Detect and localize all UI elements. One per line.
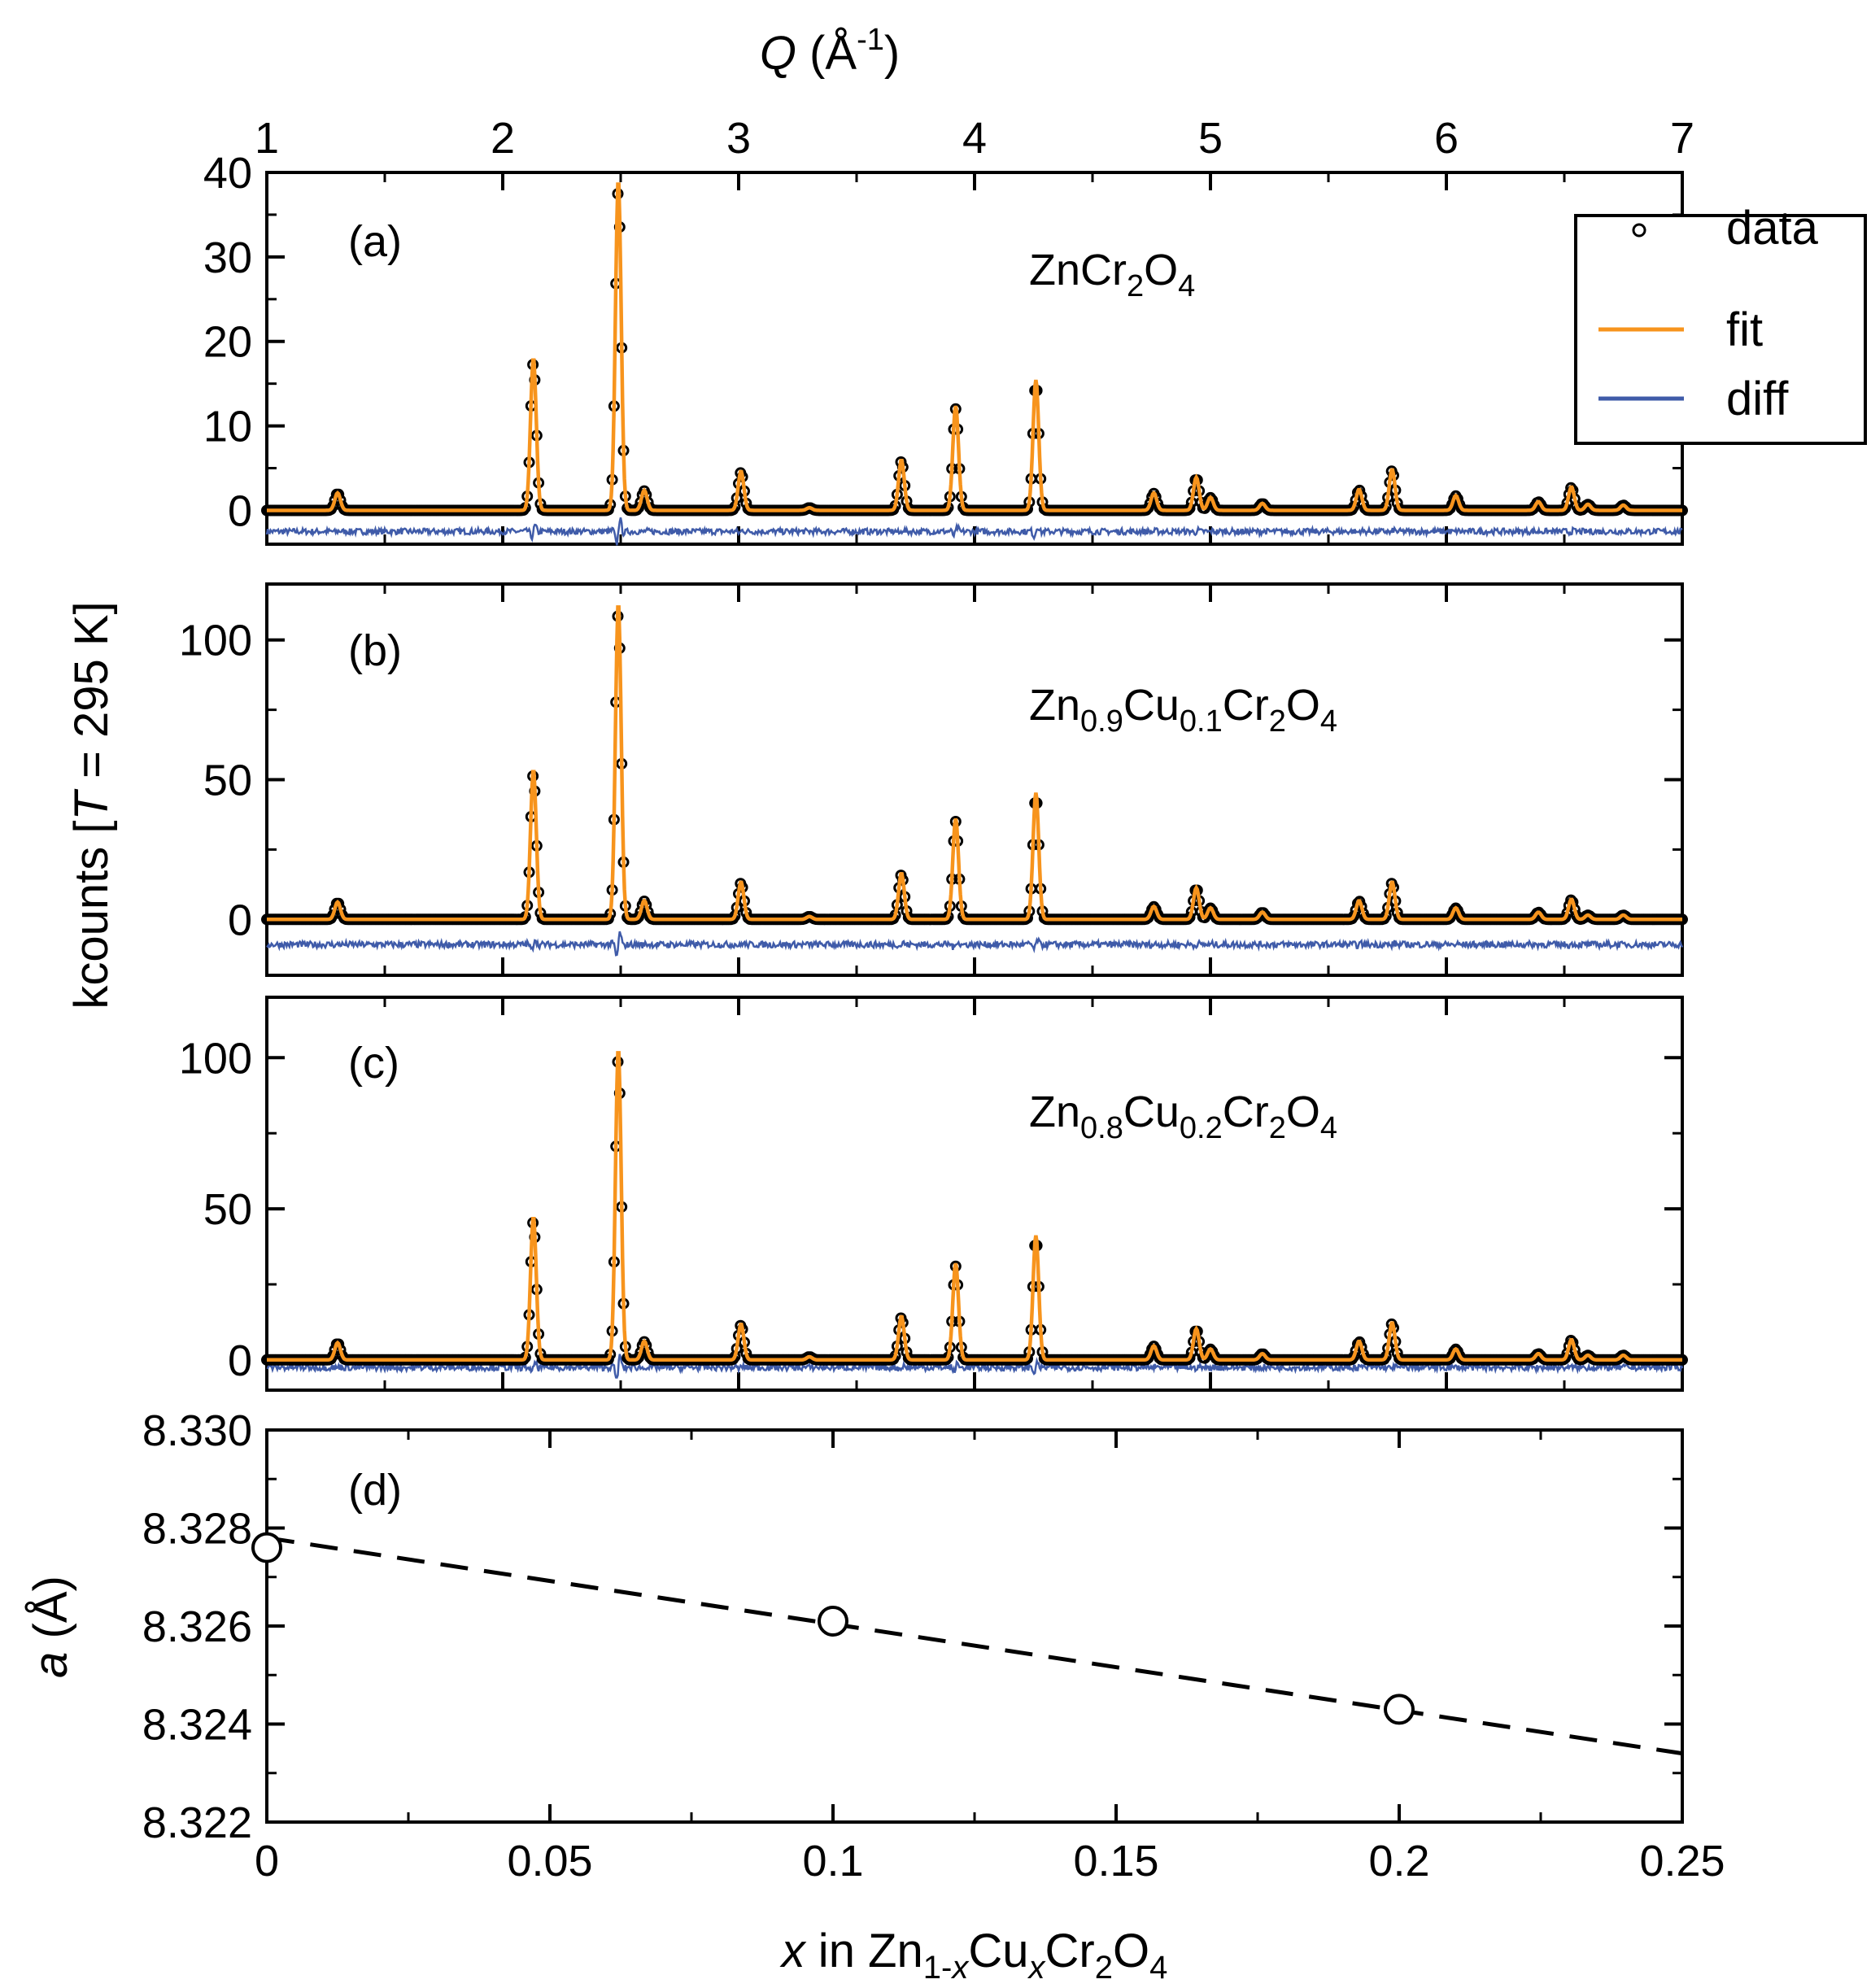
panel-d-ytick-label-0: 8.322 [142, 1798, 252, 1847]
panel-d-x-ticks: 0 0.05 0.1 0.15 0.2 0.25 [255, 1430, 1725, 1886]
panel-c-series [261, 1051, 1688, 1379]
panel-d-point-0 [251, 1532, 282, 1563]
panel-b-label: (b) [348, 626, 402, 675]
panel-b-x-ticks [265, 584, 1684, 975]
legend-data-label: data [1726, 202, 1819, 255]
panel-d-ytick-label-4: 8.330 [142, 1406, 252, 1455]
panel-d-xtick-label-1: 0.05 [507, 1837, 592, 1886]
panel-c-fit-line [267, 1051, 1682, 1362]
legend-fit-label: fit [1726, 303, 1763, 356]
panel-c-ytick-label-1: 50 [203, 1185, 252, 1234]
q-tick-label-3: 4 [962, 114, 987, 163]
q-tick-label-6: 7 [1670, 114, 1694, 163]
panel-b-ytick-label-0: 0 [228, 896, 252, 944]
panel-d-ytick-label-3: 8.328 [142, 1505, 252, 1554]
panel-a-frame [265, 171, 1684, 546]
panel-a-x-ticks [265, 172, 1684, 544]
panel-b-data-points [261, 610, 1688, 926]
panel-d-xtick-label-2: 0.1 [802, 1837, 863, 1886]
legend-diff-label: diff [1726, 373, 1789, 425]
panel-d-series [251, 1532, 1683, 1756]
q-tick-label-1: 2 [491, 114, 515, 163]
q-tick-label-5: 6 [1434, 114, 1459, 163]
panel-a-fit-line [267, 182, 1682, 512]
panel-d-x-axis-title: x in Zn1-xCuxCr2O4 [779, 1925, 1168, 1986]
panel-d-xtick-label-0: 0 [255, 1837, 279, 1886]
legend: data fit diff [1574, 202, 1867, 445]
q-axis-title: Q (Å-1) [760, 23, 900, 80]
panel-d-y-axis-title: a (Å) [24, 1576, 77, 1678]
panel-d-frame [265, 1428, 1684, 1824]
legend-data-marker [1632, 223, 1646, 238]
panel-d-xtick-label-3: 0.15 [1073, 1837, 1158, 1886]
diffraction-panel-a: 0 10 20 30 40 (a) ZnCr2O4 [203, 149, 1688, 546]
panel-a-data-points [261, 188, 1688, 517]
panel-d-xtick-label-5: 0.25 [1639, 1837, 1725, 1886]
panel-b-series [261, 605, 1688, 957]
panel-a-ytick-label-1: 10 [203, 403, 252, 451]
panel-a-label: (a) [348, 217, 402, 266]
panel-a-ytick-label-0: 0 [228, 486, 252, 535]
panel-c-compound: Zn0.8Cu0.2Cr2O4 [1029, 1088, 1337, 1145]
lattice-panel-d: 8.322 8.324 8.326 8.328 8.330 0 0.05 0.1 0.15 0.… [24, 1406, 1725, 1986]
panel-a-ytick-label-4: 40 [203, 149, 252, 198]
panel-b-y-ticks: 0 50 100 [179, 617, 1682, 944]
kcounts-axis-title: kcounts [T = 295 K] [65, 601, 118, 1009]
panel-c-label: (c) [348, 1039, 399, 1088]
panel-d-ytick-label-2: 8.326 [142, 1602, 252, 1651]
panel-a-y-ticks: 0 10 20 30 40 [203, 149, 1682, 535]
panel-a-compound: ZnCr2O4 [1029, 246, 1195, 303]
diffraction-panel-b: 0 50 100 (b) Zn0.9Cu0.1Cr2O4 [179, 582, 1688, 977]
q-tick-label-4: 5 [1198, 114, 1223, 163]
panel-d-ytick-label-1: 8.324 [142, 1701, 252, 1750]
panel-c-ytick-label-2: 100 [179, 1034, 252, 1083]
panel-c-y-ticks: 0 50 100 [179, 1034, 1682, 1385]
panel-b-diff-line [266, 931, 1684, 957]
panel-c-data-points [261, 1056, 1688, 1366]
panel-d-fit-line [266, 1536, 1683, 1756]
panel-b-ytick-label-2: 100 [179, 617, 252, 665]
panel-c-frame [265, 996, 1684, 1392]
panel-a-series [261, 182, 1688, 546]
panel-d-xtick-label-4: 0.2 [1368, 1837, 1429, 1886]
panel-b-ytick-label-1: 50 [203, 756, 252, 805]
panel-a-diff-line [265, 517, 1683, 546]
panel-b-fit-line [267, 605, 1682, 922]
q-tick-labels: 1 2 3 4 5 6 7 [255, 114, 1694, 163]
panel-d-label: (d) [348, 1466, 402, 1515]
diffraction-panel-c: 0 50 100 (c) Zn0.8Cu0.2Cr2O4 [179, 996, 1688, 1392]
panel-a-ytick-label-2: 20 [203, 318, 252, 367]
panel-b-compound: Zn0.9Cu0.1Cr2O4 [1029, 681, 1337, 739]
panel-c-ytick-label-0: 0 [228, 1336, 252, 1385]
panel-c-x-ticks [265, 997, 1684, 1390]
q-tick-label-0: 1 [255, 114, 279, 163]
panel-d-y-ticks: 8.322 8.324 8.326 8.328 8.330 [142, 1406, 1682, 1847]
panel-d-point-2 [1384, 1694, 1415, 1725]
q-tick-label-2: 3 [726, 114, 751, 163]
panel-d-point-1 [818, 1605, 848, 1637]
panel-a-ytick-label-3: 30 [203, 233, 252, 282]
